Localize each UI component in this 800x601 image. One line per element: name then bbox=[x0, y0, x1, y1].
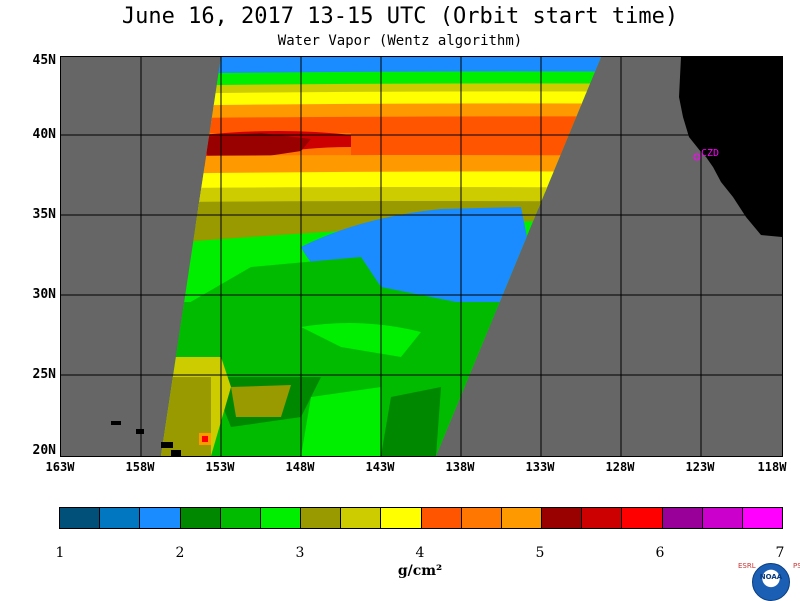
colorbar-tick-7: 7 bbox=[775, 545, 785, 561]
colorbar-segment-16 bbox=[662, 508, 703, 528]
lon-label-143w: 143W bbox=[365, 460, 395, 474]
colorbar-segment-2 bbox=[100, 508, 141, 528]
lat-label-40n: 40N bbox=[32, 127, 56, 142]
land-mass bbox=[679, 57, 782, 237]
colorbar-tick-3: 3 bbox=[295, 545, 305, 561]
colorbar-segment-4 bbox=[180, 508, 221, 528]
noaa-logo-icon bbox=[752, 563, 790, 601]
colorbar-segment-1 bbox=[60, 508, 101, 528]
graticule bbox=[61, 57, 782, 456]
colorbar-segment-14 bbox=[582, 508, 623, 528]
lat-label-35n: 35N bbox=[32, 207, 56, 222]
lon-label-148w: 148W bbox=[285, 460, 315, 474]
colorbar-tick-5: 5 bbox=[535, 545, 545, 561]
colorbar-segment-10 bbox=[421, 508, 462, 528]
lat-label-20n: 20N bbox=[32, 443, 56, 458]
lon-label-128w: 128W bbox=[605, 460, 635, 474]
colorbar-segment-18 bbox=[742, 508, 783, 528]
lat-label-45n: 45N bbox=[32, 53, 56, 68]
colorbar-segment-15 bbox=[622, 508, 663, 528]
colorbar-tick-1: 1 bbox=[55, 545, 65, 561]
colorbar-segment-12 bbox=[501, 508, 543, 528]
lon-label-158w: 158W bbox=[125, 460, 155, 474]
colorbar-segment-13 bbox=[542, 508, 583, 528]
colorbar-segment-11 bbox=[461, 508, 502, 528]
lon-label-133w: 133W bbox=[525, 460, 555, 474]
water-vapor-map: CZD bbox=[60, 56, 783, 457]
station-label: CZD bbox=[701, 148, 719, 159]
lat-label-30n: 30N bbox=[32, 287, 56, 302]
noaa-logo-text: NOAA bbox=[759, 573, 783, 581]
colorbar-segment-6 bbox=[260, 508, 302, 528]
colorbar-segment-17 bbox=[702, 508, 743, 528]
lat-label-25n: 25N bbox=[32, 367, 56, 382]
map-title: June 16, 2017 13-15 UTC (Orbit start tim… bbox=[121, 4, 679, 29]
colorbar-segment-9 bbox=[381, 508, 422, 528]
colorbar-unit: g/cm² bbox=[397, 563, 443, 579]
hawaii-islands bbox=[111, 421, 181, 456]
colorbar-segment-3 bbox=[140, 508, 181, 528]
colorbar bbox=[59, 507, 783, 529]
psd-logo-text: PSD bbox=[793, 562, 800, 570]
colorbar-tick-4: 4 bbox=[415, 545, 425, 561]
lon-label-138w: 138W bbox=[445, 460, 475, 474]
colorbar-tick-6: 6 bbox=[655, 545, 665, 561]
lon-label-123w: 123W bbox=[685, 460, 715, 474]
map-subtitle: Water Vapor (Wentz algorithm) bbox=[277, 33, 523, 49]
colorbar-segment-7 bbox=[301, 508, 342, 528]
station-marker bbox=[693, 153, 701, 161]
lon-label-118w: 118W bbox=[757, 460, 787, 474]
colorbar-segment-8 bbox=[341, 508, 382, 528]
lon-label-153w: 153W bbox=[205, 460, 235, 474]
colorbar-tick-2: 2 bbox=[175, 545, 185, 561]
colorbar-segment-5 bbox=[220, 508, 261, 528]
map-canvas: CZD bbox=[61, 57, 782, 456]
lon-label-163w: 163W bbox=[45, 460, 75, 474]
swath-field bbox=[161, 57, 601, 456]
esrl-logo-text: ESRL bbox=[738, 562, 756, 570]
